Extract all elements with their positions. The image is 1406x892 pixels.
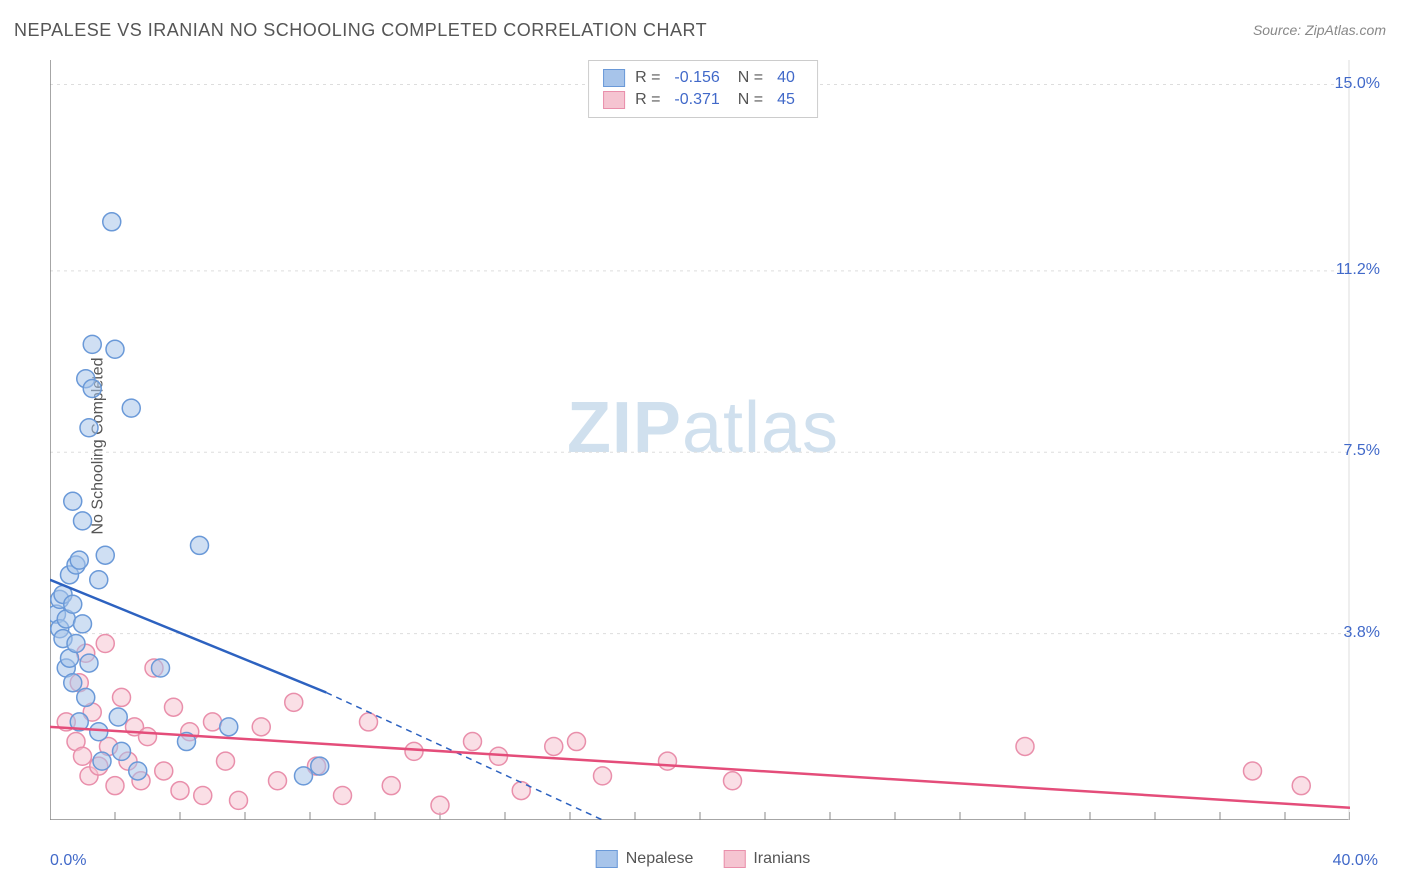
n-label: N = — [738, 91, 763, 109]
swatch-nepalese-bottom — [596, 850, 618, 868]
y-tick-label: 3.8% — [1344, 624, 1380, 642]
source-attribution: Source: ZipAtlas.com — [1253, 22, 1386, 38]
n-value-iranians: 45 — [777, 91, 795, 109]
x-axis-max: 40.0% — [1333, 852, 1378, 870]
y-tick-label: 15.0% — [1335, 75, 1380, 93]
swatch-iranians — [603, 91, 625, 109]
legend-label-nepalese: Nepalese — [626, 850, 694, 868]
r-label: R = — [635, 91, 660, 109]
swatch-iranians-bottom — [723, 850, 745, 868]
legend-row-nepalese: R = -0.156 N = 40 — [603, 67, 803, 89]
x-axis-min: 0.0% — [50, 852, 86, 870]
r-label: R = — [635, 69, 660, 87]
legend-row-iranians: R = -0.371 N = 45 — [603, 89, 803, 111]
correlation-legend: R = -0.156 N = 40 R = -0.371 N = 45 — [588, 60, 818, 118]
series-legend: Nepalese Iranians — [596, 850, 811, 868]
source-value: ZipAtlas.com — [1305, 22, 1386, 38]
r-value-nepalese: -0.156 — [674, 69, 719, 87]
chart-title: NEPALESE VS IRANIAN NO SCHOOLING COMPLET… — [14, 20, 707, 41]
y-tick-label: 7.5% — [1344, 442, 1380, 460]
n-label: N = — [738, 69, 763, 87]
source-label: Source: — [1253, 22, 1301, 38]
y-tick-label: 11.2% — [1336, 261, 1380, 279]
n-value-nepalese: 40 — [777, 69, 795, 87]
r-value-iranians: -0.371 — [674, 91, 719, 109]
swatch-nepalese — [603, 69, 625, 87]
legend-item-nepalese: Nepalese — [596, 850, 694, 868]
scatter-plot — [50, 60, 1350, 820]
legend-label-iranians: Iranians — [753, 850, 810, 868]
legend-item-iranians: Iranians — [723, 850, 810, 868]
